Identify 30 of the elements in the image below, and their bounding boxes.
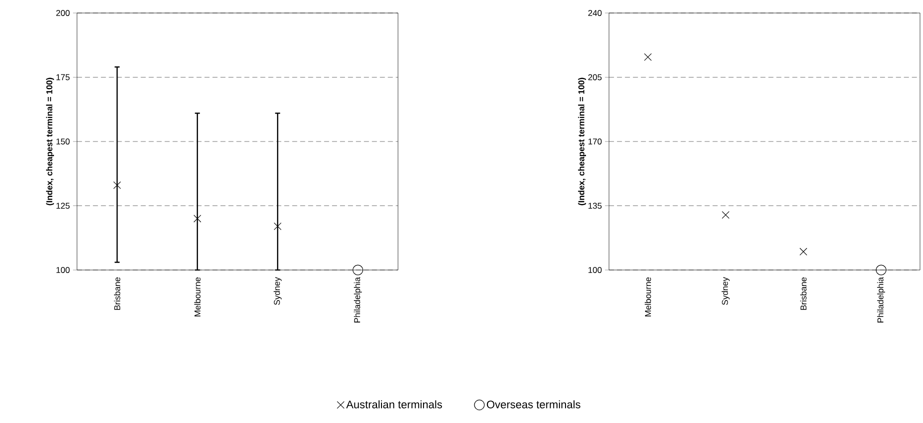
y-axis-title: (Index, cheapest terminal = 100) (46, 78, 54, 206)
legend-label: Australian terminals (346, 400, 442, 408)
y-tick-label: 100 (588, 267, 602, 273)
y-tick-label: 200 (56, 10, 70, 16)
x-tick-label: Melbourne (194, 277, 200, 316)
point (722, 211, 730, 219)
y-tick-label: 125 (56, 202, 70, 209)
point (194, 214, 202, 222)
y-tick-label: 100 (56, 267, 70, 273)
y-tick-label: 150 (56, 138, 70, 144)
x-tick-label: Philadelphia (877, 277, 886, 322)
legend-label: Overseas terminals (486, 400, 580, 408)
x-tick-label: Melbourne (644, 277, 651, 316)
x-tick-label: Brisbane (114, 277, 120, 310)
x-tick-label: Philadelphia (354, 277, 362, 322)
x-tick-label: Sydney (274, 277, 282, 305)
x-tick-label: Brisbane (800, 277, 806, 310)
point (800, 248, 808, 256)
point (352, 264, 364, 276)
y-tick-label: 175 (56, 74, 70, 80)
y-tick-label: 240 (588, 10, 602, 16)
y-tick-label: 205 (588, 74, 602, 80)
y-tick-label: 135 (588, 202, 602, 209)
y-tick-label: 170 (588, 138, 602, 144)
point (113, 181, 121, 190)
point (274, 222, 282, 230)
point (876, 264, 886, 276)
y-axis-title: (Index, cheapest terminal = 100) (578, 78, 586, 206)
x-tick-label: Sydney (722, 277, 730, 305)
point (644, 53, 652, 61)
